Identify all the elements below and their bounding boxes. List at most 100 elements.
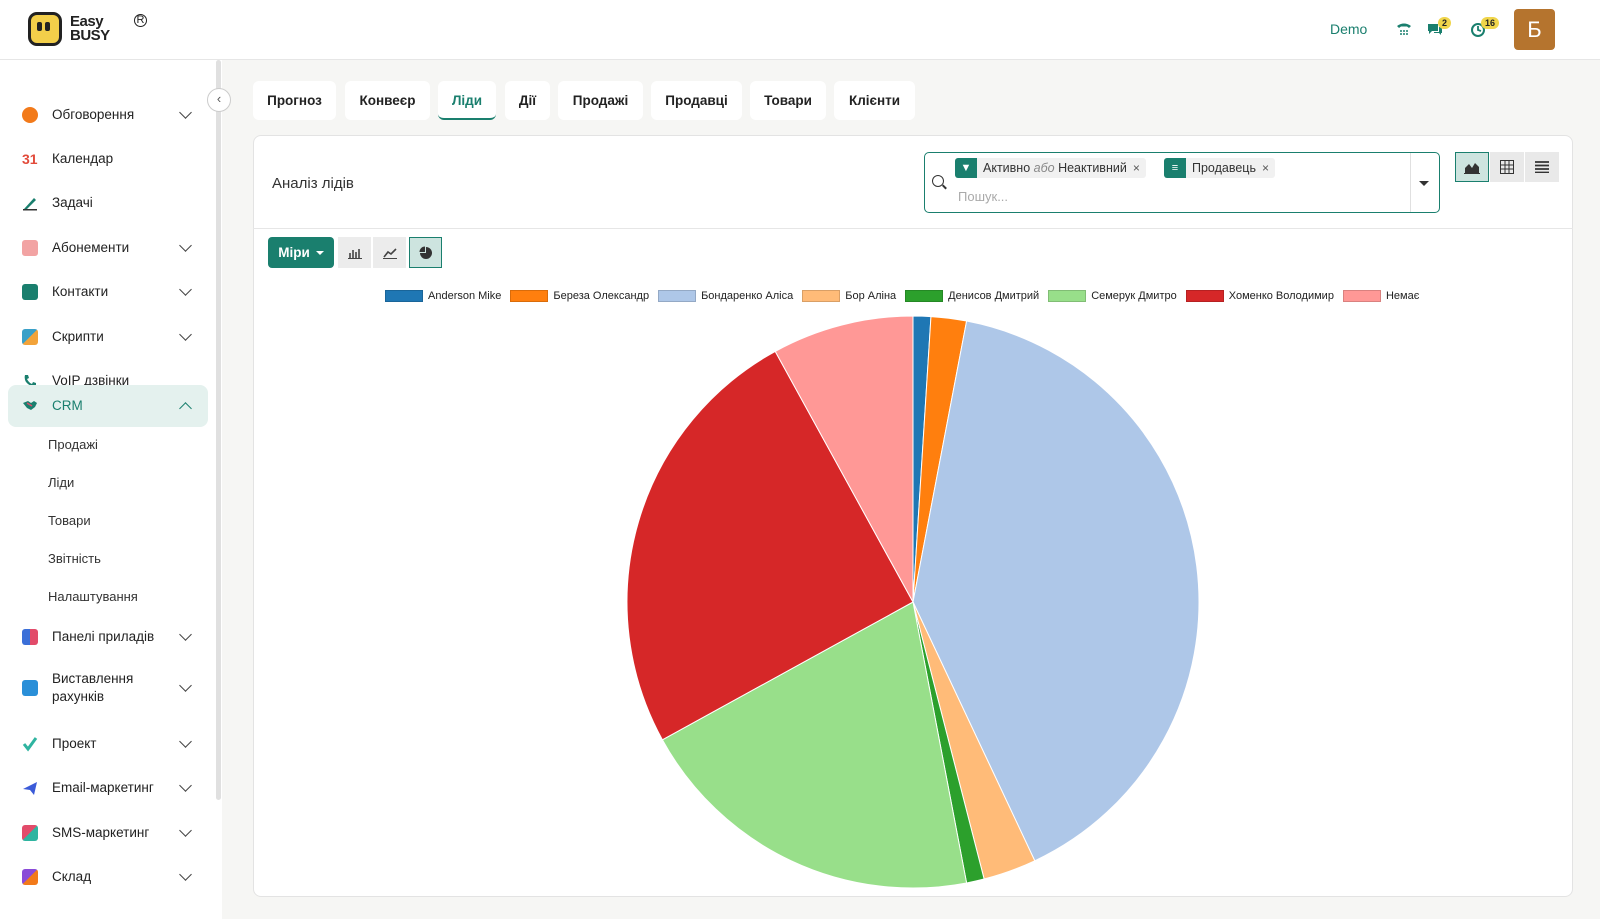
bar-chart-button[interactable] bbox=[338, 237, 371, 268]
activities-clock-icon[interactable]: 16 bbox=[1469, 17, 1500, 40]
tab-salespeople[interactable]: Продавці bbox=[651, 81, 742, 120]
legend-swatch bbox=[385, 290, 423, 302]
sidebar-item-label: Проект bbox=[52, 736, 97, 751]
legend-item[interactable]: Бор Аліна bbox=[802, 290, 896, 302]
sidebar-item-email-marketing[interactable]: Email-маркетинг bbox=[8, 767, 208, 809]
crm-subitem-settings[interactable]: Налаштування bbox=[48, 589, 138, 604]
facet-value-active: Активно bbox=[983, 161, 1031, 175]
paper-plane-icon bbox=[22, 780, 38, 796]
sidebar-item-inventory[interactable]: Склад bbox=[8, 856, 208, 898]
sidebar-scrollbar[interactable] bbox=[216, 60, 221, 800]
pie-slice[interactable] bbox=[626, 350, 914, 741]
tab-leads[interactable]: Ліди bbox=[438, 81, 496, 120]
pivot-view-button[interactable] bbox=[1490, 152, 1524, 182]
crm-subitem-leads[interactable]: Ліди bbox=[48, 475, 75, 490]
legend-item[interactable]: Anderson Mike bbox=[385, 290, 501, 302]
graph-view-button[interactable] bbox=[1455, 152, 1489, 182]
chevron-down-icon[interactable] bbox=[179, 779, 192, 792]
voip-phone-icon[interactable] bbox=[1395, 20, 1417, 40]
sidebar-item-calendar[interactable]: 31 Календар bbox=[8, 138, 208, 180]
legend-label: Бондаренко Аліса bbox=[701, 290, 794, 302]
sidebar-item-tasks[interactable]: Задачі bbox=[8, 182, 208, 224]
user-avatar[interactable]: Б bbox=[1514, 9, 1555, 50]
sidebar-item-project[interactable]: Проект bbox=[8, 723, 208, 765]
chevron-down-icon[interactable] bbox=[179, 679, 192, 692]
list-view-button[interactable] bbox=[1525, 152, 1559, 182]
chevron-up-icon[interactable] bbox=[179, 402, 192, 415]
caret-down-icon bbox=[315, 250, 324, 255]
sidebar-item-sms-marketing[interactable]: SMS-маркетинг bbox=[8, 812, 208, 854]
logo-line1: Easy bbox=[70, 13, 104, 30]
legend-swatch bbox=[802, 290, 841, 302]
table-icon bbox=[1500, 160, 1514, 174]
filter-facet[interactable]: ▼ Активно або Неактивний × bbox=[955, 158, 1146, 178]
search-divider bbox=[1410, 153, 1411, 212]
sidebar-item-subscriptions[interactable]: Абонементи bbox=[8, 227, 208, 269]
crm-subitem-sales[interactable]: Продажі bbox=[48, 437, 98, 452]
filter-facet-text: Активно або Неактивний bbox=[977, 161, 1133, 175]
chevron-down-icon[interactable] bbox=[179, 868, 192, 881]
sidebar-item-dashboards[interactable]: Панелі приладів bbox=[8, 616, 208, 658]
crm-subitem-reporting[interactable]: Звітність bbox=[48, 551, 101, 566]
legend-item[interactable]: Семерук Дмитро bbox=[1048, 290, 1177, 302]
sidebar-item-crm[interactable]: CRM bbox=[8, 385, 208, 427]
bar-chart-icon bbox=[347, 248, 362, 259]
sidebar-item-label: Склад bbox=[52, 869, 92, 884]
sidebar-item-invoicing[interactable]: Виставлення рахунків bbox=[8, 660, 208, 716]
contacts-icon bbox=[22, 284, 38, 300]
collapse-sidebar-button[interactable]: ‹ bbox=[207, 88, 231, 112]
measures-button[interactable]: Міри bbox=[268, 237, 334, 268]
crm-subitem-products[interactable]: Товари bbox=[48, 513, 91, 528]
scripts-icon bbox=[22, 329, 38, 345]
chevron-down-icon[interactable] bbox=[179, 735, 192, 748]
legend-item[interactable]: Бондаренко Аліса bbox=[658, 290, 793, 302]
chevron-down-icon[interactable] bbox=[179, 628, 192, 641]
chevron-down-icon[interactable] bbox=[179, 239, 192, 252]
chevron-down-icon[interactable] bbox=[179, 824, 192, 837]
pie-chart-icon bbox=[419, 246, 432, 259]
tab-clients[interactable]: Клієнти bbox=[834, 81, 915, 120]
tab-forecast[interactable]: Прогноз bbox=[253, 81, 336, 120]
chevron-down-icon[interactable] bbox=[179, 283, 192, 296]
legend-item[interactable]: Немає bbox=[1342, 290, 1419, 302]
sidebar-item-contacts[interactable]: Контакти bbox=[8, 271, 208, 313]
line-chart-button[interactable] bbox=[373, 237, 406, 268]
chevron-down-icon[interactable] bbox=[179, 106, 192, 119]
pie-chart-button[interactable] bbox=[409, 237, 442, 268]
tab-pipeline[interactable]: Конвеєр bbox=[345, 81, 430, 120]
sidebar-item-label: Виставлення рахунків bbox=[52, 671, 134, 704]
sidebar-item-label: Календар bbox=[52, 151, 114, 166]
sidebar-item-label: Абонементи bbox=[52, 240, 130, 255]
pencil-icon bbox=[22, 195, 38, 211]
demo-label[interactable]: Demo bbox=[1330, 21, 1368, 37]
tab-sales[interactable]: Продажі bbox=[558, 81, 643, 120]
chevron-down-icon[interactable] bbox=[179, 328, 192, 341]
remove-facet-icon[interactable]: × bbox=[1261, 161, 1269, 175]
groupby-facet-text: Продавець bbox=[1192, 161, 1256, 175]
legend-label: Денисов Дмитрий bbox=[948, 290, 1040, 302]
sidebar-item-discuss[interactable]: Обговорення bbox=[8, 94, 208, 136]
search-input[interactable] bbox=[958, 186, 1398, 206]
pie-slice[interactable] bbox=[774, 315, 914, 603]
logo-line2: BUSY bbox=[70, 27, 110, 44]
remove-facet-icon[interactable]: × bbox=[1132, 161, 1140, 175]
legend-item[interactable]: Хоменко Володимир bbox=[1185, 290, 1334, 302]
search-dropdown-toggle-icon[interactable] bbox=[1419, 181, 1429, 186]
pie-slice[interactable] bbox=[912, 320, 1200, 862]
sidebar-item-label: Контакти bbox=[52, 284, 109, 299]
facet-value-inactive: Неактивний bbox=[1058, 161, 1127, 175]
list-icon bbox=[1535, 161, 1549, 173]
legend-swatch bbox=[1185, 290, 1224, 302]
pie-slice[interactable] bbox=[661, 601, 968, 889]
sidebar-item-scripts[interactable]: Скрипти bbox=[8, 316, 208, 358]
messages-icon[interactable]: 2 bbox=[1426, 17, 1452, 40]
checkmark-icon bbox=[22, 736, 38, 752]
legend-item[interactable]: Денисов Дмитрий bbox=[905, 290, 1039, 302]
sms-icon bbox=[22, 825, 38, 841]
sidebar-item-voip[interactable]: VoIP дзвінки bbox=[8, 360, 208, 402]
legend-item[interactable]: Береза Олександр bbox=[510, 290, 649, 302]
tab-products[interactable]: Товари bbox=[750, 81, 826, 120]
easybusy-logo[interactable]: Easy BUSY R bbox=[28, 12, 147, 46]
tab-activities[interactable]: Дії bbox=[505, 81, 550, 120]
groupby-facet[interactable]: ≡ Продавець × bbox=[1164, 158, 1275, 178]
